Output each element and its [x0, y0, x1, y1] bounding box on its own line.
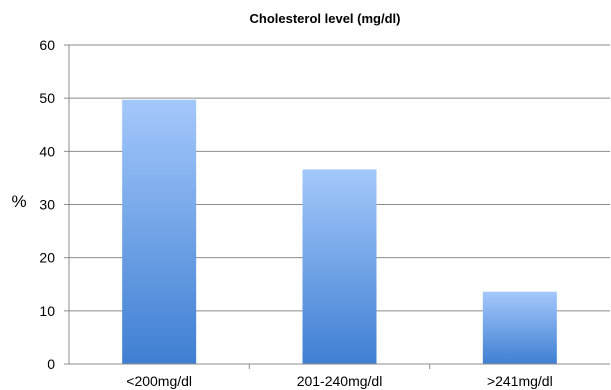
y-tick-labels: 0 10 20 30 40 50 60	[39, 37, 55, 372]
x-tick-label: 201-240mg/dl	[297, 373, 383, 389]
bar-2	[482, 291, 557, 364]
y-tick-label: 60	[39, 37, 55, 53]
axes	[64, 44, 610, 369]
y-tick-label: 10	[39, 303, 55, 319]
y-tick-label: 30	[39, 197, 55, 213]
bars	[122, 99, 557, 365]
y-tick-label: 0	[47, 356, 55, 372]
y-axis-label: %	[11, 192, 26, 211]
bar-1	[302, 169, 377, 364]
bar-0	[122, 99, 197, 365]
x-tick-label: <200mg/dl	[126, 373, 192, 389]
chart-title: Cholesterol level (mg/dl)	[250, 11, 401, 26]
y-tick-label: 50	[39, 90, 55, 106]
x-tick-labels: <200mg/dl 201-240mg/dl >241mg/dl	[126, 373, 552, 389]
y-tick-label: 20	[39, 250, 55, 266]
x-tick-label: >241mg/dl	[487, 373, 553, 389]
y-tick-label: 40	[39, 143, 55, 159]
